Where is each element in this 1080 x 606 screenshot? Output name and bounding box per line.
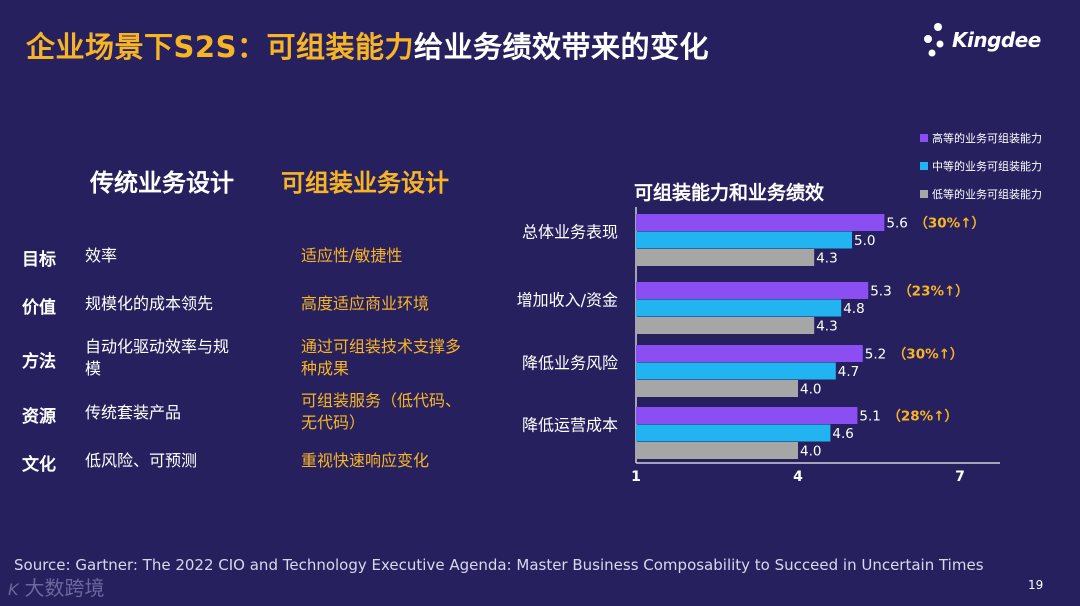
bar — [636, 214, 885, 231]
bar-value-label: 4.3 — [816, 251, 837, 267]
bar-value-label: 4.0 — [800, 444, 821, 460]
bar-value-label: 5.0 — [854, 233, 875, 249]
row-label-goal: 目标 — [22, 250, 56, 270]
row-composable-resource: 可组装服务（低代码、无代码） — [301, 391, 462, 432]
watermark-mark: K — [8, 580, 19, 599]
bar — [636, 380, 798, 397]
bar-value-label: 4.7 — [838, 364, 859, 380]
legend-swatch-medium — [920, 162, 928, 170]
bar-value-label: 5.2 — [865, 347, 886, 363]
row-composable-value: 高度适应商业环境 — [301, 294, 430, 313]
bar-value-label: 4.0 — [800, 382, 821, 398]
category-label: 降低业务风险 — [522, 353, 618, 372]
growth-annotation: （23%↑） — [898, 284, 969, 300]
bar-value-label: 4.8 — [843, 301, 864, 317]
bar — [636, 249, 815, 266]
bar — [636, 407, 858, 424]
bar-value-label: 4.6 — [832, 426, 853, 442]
row-label-culture: 文化 — [22, 455, 56, 475]
page-title: 企业场景下S2S：可组装能力给业务绩效带来的变化 — [26, 24, 709, 66]
traditional-header: 传统业务设计 — [90, 169, 234, 197]
growth-annotation: （30%↑） — [914, 216, 985, 232]
chart-title: 可组装能力和业务绩效 — [634, 182, 825, 204]
bar — [636, 362, 836, 380]
category-label: 降低运营成本 — [522, 415, 618, 434]
watermark: K 大数跨境 — [8, 572, 105, 601]
kingdee-logo: Kingdee — [920, 20, 1050, 60]
bar-value-label: 5.3 — [870, 284, 891, 300]
row-label-resource: 资源 — [22, 407, 56, 427]
source-note: Source: Gartner: The 2022 CIO and Techno… — [14, 556, 984, 574]
growth-annotation: （30%↑） — [893, 347, 964, 363]
row-composable-goal: 适应性/敏捷性 — [301, 246, 403, 265]
legend-swatch-low — [920, 190, 928, 198]
legend-item-medium: 中等的业务可组装能力 — [920, 152, 1042, 180]
legend-item-high: 高等的业务可组装能力 — [920, 124, 1042, 152]
kingdee-dots-icon — [924, 23, 944, 57]
bar — [636, 424, 831, 442]
row-traditional-method: 自动化驱动效率与规模 — [85, 337, 230, 378]
composable-header: 可组装业务设计 — [281, 169, 449, 197]
legend-label-medium: 中等的业务可组装能力 — [932, 160, 1042, 173]
watermark-text: 大数跨境 — [24, 576, 105, 600]
row-label-method: 方法 — [22, 352, 56, 372]
row-composable-method: 通过可组装技术支撑多种成果 — [301, 337, 462, 378]
bar-value-label: 5.1 — [859, 409, 880, 425]
category-label: 增加收入/资金 — [517, 290, 618, 309]
title-rest: 给业务绩效带来的变化 — [413, 30, 709, 64]
bar — [636, 282, 869, 299]
legend-label-low: 低等的业务可组装能力 — [932, 188, 1042, 201]
x-tick-label: 7 — [955, 469, 965, 485]
row-traditional-value: 规模化的成本领先 — [85, 294, 214, 313]
row-traditional-culture: 低风险、可预测 — [85, 451, 198, 470]
x-tick-label: 4 — [793, 469, 803, 485]
growth-annotation: （28%↑） — [887, 409, 958, 425]
row-traditional-resource: 传统套装产品 — [85, 403, 182, 422]
bar-value-label: 4.3 — [816, 319, 837, 335]
row-composable-culture: 重视快速响应变化 — [301, 451, 430, 470]
bar — [636, 231, 852, 249]
bar — [636, 442, 798, 459]
row-traditional-goal: 效率 — [85, 246, 118, 265]
bar — [636, 345, 863, 362]
legend-item-low: 低等的业务可组装能力 — [920, 180, 1042, 208]
legend-swatch-high — [920, 134, 928, 142]
title-highlight: 企业场景下S2S：可组装能力 — [26, 30, 414, 64]
page-number: 19 — [1028, 578, 1044, 592]
row-label-value: 价值 — [22, 298, 56, 318]
bar — [636, 317, 815, 334]
category-label: 总体业务表现 — [522, 222, 618, 241]
logo-text: Kingdee — [952, 28, 1041, 52]
bar — [636, 299, 842, 317]
chart-legend: 高等的业务可组装能力 中等的业务可组装能力 低等的业务可组装能力 — [920, 124, 1042, 208]
bar-value-label: 5.6 — [886, 216, 907, 232]
x-tick-label: 1 — [631, 469, 641, 485]
legend-label-high: 高等的业务可组装能力 — [932, 132, 1042, 145]
